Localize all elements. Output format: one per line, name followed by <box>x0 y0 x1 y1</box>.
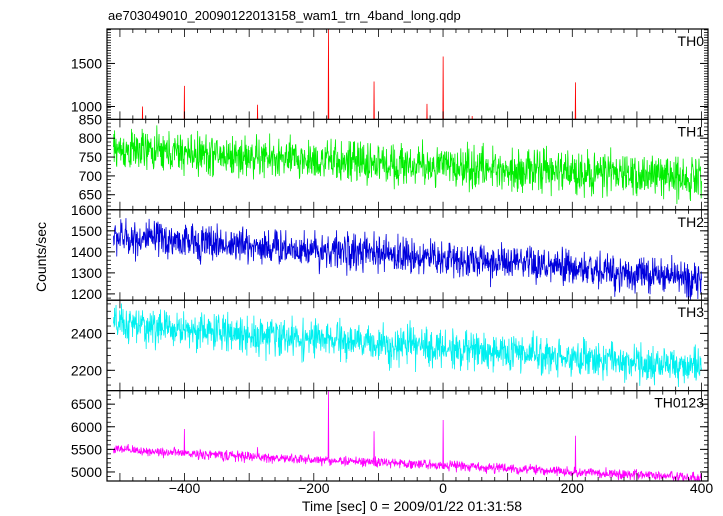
y-tick-label: 5500 <box>71 441 102 457</box>
y-axis-label: Counts/sec <box>33 222 49 292</box>
series-line-th0123 <box>113 390 702 482</box>
y-tick-label: 5000 <box>71 464 102 480</box>
panel-th0123: 5000 5500 6000 6500 TH0123 <box>71 390 709 482</box>
y-tick-label: 1200 <box>71 286 102 302</box>
y-tick-label: 650 <box>79 187 103 203</box>
panel-th1: 650 700 750 800 TH1 <box>79 118 709 211</box>
y-tick-label: 850 <box>79 111 103 127</box>
panel-frame <box>106 28 709 121</box>
y-tick-label: 6500 <box>71 396 102 412</box>
x-tick-label: 0 <box>439 480 447 496</box>
series-line-th1 <box>113 125 702 205</box>
x-tick-label: 400 <box>690 480 714 496</box>
y-tick-label: 2200 <box>71 362 102 378</box>
y-tick-label: 700 <box>79 168 103 184</box>
chart-title: ae703049010_20090122013158_wam1_trn_4ban… <box>108 8 461 23</box>
panel-label: TH2 <box>678 214 705 230</box>
x-axis-label: Time [sec] 0 = 2009/01/22 01:31:58 <box>302 498 522 514</box>
y-tick-label: 1500 <box>71 223 102 239</box>
panel-th2: 1200 1300 1400 1500 1600 TH2 <box>71 202 709 302</box>
x-tick-label: −400 <box>169 480 201 496</box>
x-tick-label: 200 <box>561 480 585 496</box>
y-tick-label: 750 <box>79 149 103 165</box>
panel-label: TH3 <box>678 304 705 320</box>
panel-th3: 2200 2400 TH3 <box>71 299 709 392</box>
y-tick-label: 1500 <box>71 55 102 71</box>
series-line-th3 <box>113 303 702 387</box>
y-tick-label: 1400 <box>71 244 102 260</box>
y-tick-label: 1000 <box>71 98 102 114</box>
y-tick-label: 1600 <box>71 202 102 218</box>
y-tick-label: 2400 <box>71 325 102 341</box>
panel-label: TH0123 <box>654 395 704 411</box>
y-tick-label: 6000 <box>71 419 102 435</box>
x-tick-label: −200 <box>298 480 330 496</box>
panel-frame <box>106 390 709 482</box>
y-tick-label: 1300 <box>71 265 102 281</box>
y-tick-label: 800 <box>79 130 103 146</box>
panel-label: TH1 <box>678 123 705 139</box>
series-line-th2 <box>113 218 702 300</box>
series-line-th0 <box>141 29 577 120</box>
panel-label: TH0 <box>678 33 705 49</box>
